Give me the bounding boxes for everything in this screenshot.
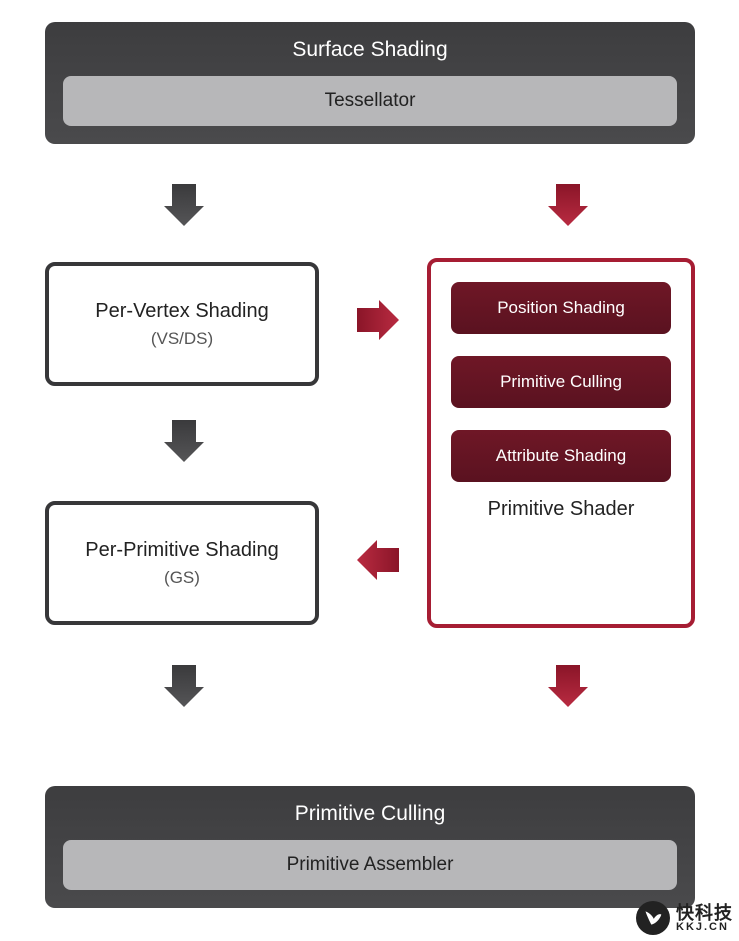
bird-icon <box>636 901 670 935</box>
arrow-top-to-right <box>548 184 588 231</box>
arrow-right-to-left <box>357 540 399 585</box>
primitive-shader-box: Position Shading Primitive Culling Attri… <box>427 258 695 628</box>
arrow-left-to-right <box>357 300 399 345</box>
watermark-text: 快科技 KKJ.CN <box>676 904 733 933</box>
per-vertex-shading-sub: (VS/DS) <box>151 329 213 349</box>
watermark: 快科技 KKJ.CN <box>636 901 733 935</box>
per-primitive-shading-sub: (GS) <box>164 568 200 588</box>
primitive-culling-pill: Primitive Culling <box>451 356 671 408</box>
arrow-right-to-bottom <box>548 665 588 712</box>
watermark-top: 快科技 <box>676 904 733 922</box>
per-vertex-shading-title: Per-Vertex Shading <box>95 300 268 323</box>
tessellator-block: Tessellator <box>63 76 677 126</box>
primitive-culling-stage: Primitive Culling Primitive Assembler <box>45 786 695 908</box>
primitive-culling-title: Primitive Culling <box>45 786 695 840</box>
watermark-bottom: KKJ.CN <box>676 922 733 933</box>
per-primitive-shading-title: Per-Primitive Shading <box>85 539 278 562</box>
arrow-top-to-left <box>164 184 204 231</box>
primitive-assembler-block: Primitive Assembler <box>63 840 677 890</box>
attribute-shading-pill: Attribute Shading <box>451 430 671 482</box>
position-shading-pill: Position Shading <box>451 282 671 334</box>
surface-shading-title: Surface Shading <box>45 22 695 76</box>
per-vertex-shading-box: Per-Vertex Shading (VS/DS) <box>45 262 319 386</box>
primitive-shader-label: Primitive Shader <box>488 498 635 521</box>
arrow-left1-to-left2 <box>164 420 204 467</box>
surface-shading-stage: Surface Shading Tessellator <box>45 22 695 144</box>
per-primitive-shading-box: Per-Primitive Shading (GS) <box>45 501 319 625</box>
arrow-left2-to-bottom <box>164 665 204 712</box>
